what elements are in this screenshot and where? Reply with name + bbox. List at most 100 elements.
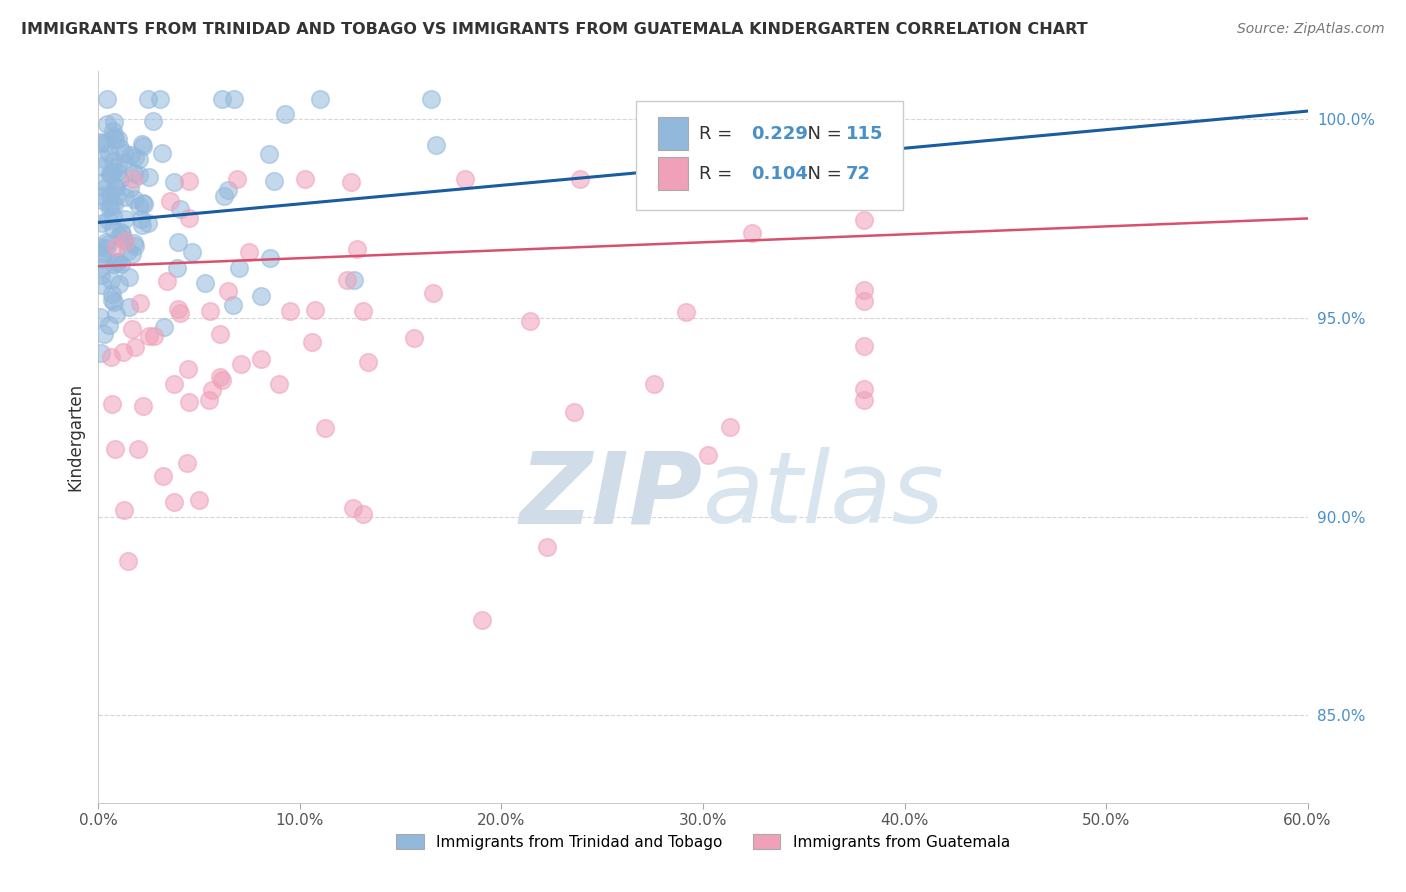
Point [257,146,280,161]
Point [101,153,124,168]
Point [117,244,139,259]
Text: 0.104: 0.104 [751,165,808,183]
Point [124,239,146,253]
Point [143,328,166,343]
Point [562,405,585,419]
Point [105,188,128,202]
Point [352,507,374,521]
Point [209,326,232,341]
Point [224,92,246,106]
Text: ZIP: ZIP [520,447,703,544]
Point [122,192,145,206]
Point [198,392,221,407]
Point [211,373,233,387]
Point [90,346,112,360]
Text: 0.229: 0.229 [751,125,808,143]
Text: 72: 72 [845,165,870,183]
Point [114,211,136,226]
Point [132,399,155,413]
Point [128,168,150,182]
Point [103,123,125,137]
Point [853,212,876,227]
Point [111,345,134,359]
Y-axis label: Kindergarten: Kindergarten [66,383,84,491]
Point [402,330,425,344]
Point [89,240,111,254]
Legend: Immigrants from Trinidad and Tobago, Immigrants from Guatemala: Immigrants from Trinidad and Tobago, Imm… [388,827,1018,857]
Point [110,225,132,239]
Point [100,350,122,364]
Point [250,352,273,367]
Point [177,174,200,188]
Point [163,376,186,391]
Point [108,229,131,244]
Point [167,235,190,249]
Point [346,242,368,256]
Point [425,138,447,153]
Point [519,314,541,328]
Point [112,503,135,517]
Point [163,495,186,509]
Point [228,260,250,275]
Point [94,181,117,195]
Point [100,199,122,213]
Point [91,252,114,266]
Point [101,165,124,179]
Point [98,167,121,181]
Point [94,235,117,249]
Point [536,540,558,554]
Point [107,132,129,146]
Point [238,244,260,259]
Point [217,184,239,198]
Point [98,318,121,332]
Point [101,209,124,223]
Text: N =: N = [796,165,848,183]
Point [124,340,146,354]
Point [120,147,142,161]
Point [90,136,112,150]
Point [101,397,124,411]
Point [118,300,141,314]
Point [90,135,112,149]
Point [138,216,160,230]
Point [91,216,114,230]
Point [159,194,181,209]
Point [212,189,235,203]
Point [853,293,876,308]
Point [112,146,135,161]
Point [131,139,153,153]
Point [200,303,222,318]
Text: Source: ZipAtlas.com: Source: ZipAtlas.com [1237,22,1385,37]
Point [201,384,224,398]
Point [117,553,139,567]
Point [118,181,141,195]
Point [131,218,153,232]
Point [121,321,143,335]
Point [96,117,118,131]
Point [127,442,149,457]
Point [112,233,135,247]
Point [98,146,121,161]
Point [181,244,204,259]
Point [112,156,135,170]
Point [90,159,112,173]
Point [105,307,128,321]
Point [187,492,209,507]
Point [339,175,361,189]
Point [274,106,297,120]
Point [90,268,112,282]
Point [163,175,186,189]
Point [101,286,124,301]
Point [169,202,191,216]
Text: atlas: atlas [703,447,945,544]
Point [97,213,120,227]
Point [103,294,125,309]
Point [697,448,720,462]
Point [110,141,132,155]
Point [352,304,374,318]
Point [169,306,191,320]
Point [569,171,592,186]
Point [211,92,233,106]
Point [103,114,125,128]
Point [278,304,301,318]
